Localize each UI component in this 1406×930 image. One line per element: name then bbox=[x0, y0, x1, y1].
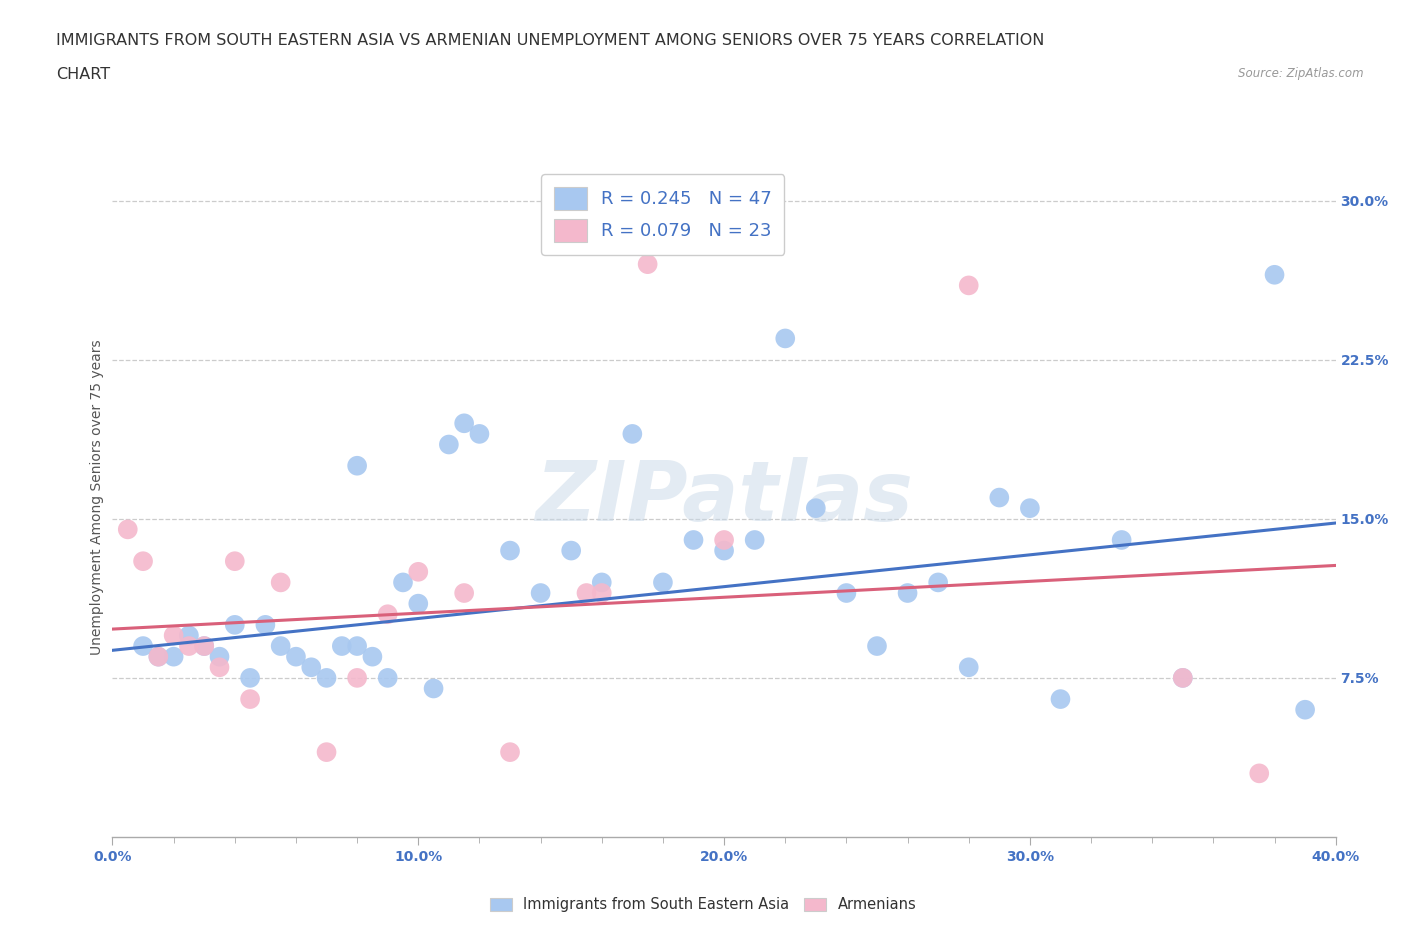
Point bbox=[1249, 766, 1271, 781]
Point bbox=[575, 586, 598, 601]
Point bbox=[499, 543, 522, 558]
Legend: Immigrants from South Eastern Asia, Armenians: Immigrants from South Eastern Asia, Arme… bbox=[484, 891, 922, 918]
Point bbox=[957, 660, 980, 675]
Text: Source: ZipAtlas.com: Source: ZipAtlas.com bbox=[1239, 67, 1364, 80]
Point bbox=[499, 745, 522, 760]
Point bbox=[193, 639, 215, 654]
Point bbox=[224, 618, 246, 632]
Point bbox=[1171, 671, 1194, 685]
Point bbox=[148, 649, 170, 664]
Point bbox=[239, 692, 262, 707]
Point bbox=[591, 586, 613, 601]
Text: CHART: CHART bbox=[56, 67, 110, 82]
Point bbox=[1264, 267, 1286, 282]
Point bbox=[713, 543, 735, 558]
Point bbox=[713, 533, 735, 548]
Point bbox=[239, 671, 262, 685]
Point bbox=[927, 575, 949, 590]
Point bbox=[682, 533, 704, 548]
Point bbox=[224, 553, 246, 568]
Point bbox=[117, 522, 139, 537]
Point bbox=[408, 565, 430, 579]
Y-axis label: Unemployment Among Seniors over 75 years: Unemployment Among Seniors over 75 years bbox=[90, 339, 104, 656]
Point bbox=[422, 681, 444, 696]
Point bbox=[988, 490, 1011, 505]
Point bbox=[132, 639, 155, 654]
Point bbox=[132, 553, 155, 568]
Point bbox=[346, 671, 368, 685]
Point bbox=[270, 639, 292, 654]
Point bbox=[835, 586, 858, 601]
Point bbox=[163, 628, 186, 643]
Point bbox=[637, 257, 659, 272]
Point bbox=[468, 427, 491, 442]
Point bbox=[437, 437, 460, 452]
Point bbox=[361, 649, 384, 664]
Point bbox=[163, 649, 186, 664]
Point bbox=[804, 500, 827, 515]
Point bbox=[299, 660, 322, 675]
Point bbox=[330, 639, 353, 654]
Point bbox=[208, 660, 231, 675]
Point bbox=[1018, 500, 1040, 515]
Point bbox=[1049, 692, 1071, 707]
Legend: R = 0.245   N = 47, R = 0.079   N = 23: R = 0.245 N = 47, R = 0.079 N = 23 bbox=[541, 174, 785, 255]
Point bbox=[315, 671, 337, 685]
Point bbox=[1111, 533, 1133, 548]
Point bbox=[652, 575, 675, 590]
Point bbox=[591, 575, 613, 590]
Point bbox=[897, 586, 920, 601]
Point bbox=[775, 331, 797, 346]
Point bbox=[392, 575, 415, 590]
Point bbox=[148, 649, 170, 664]
Point bbox=[177, 628, 200, 643]
Point bbox=[621, 427, 644, 442]
Text: ZIPatlas: ZIPatlas bbox=[536, 457, 912, 538]
Text: IMMIGRANTS FROM SOUTH EASTERN ASIA VS ARMENIAN UNEMPLOYMENT AMONG SENIORS OVER 7: IMMIGRANTS FROM SOUTH EASTERN ASIA VS AR… bbox=[56, 33, 1045, 47]
Point bbox=[453, 586, 475, 601]
Point bbox=[208, 649, 231, 664]
Point bbox=[560, 543, 582, 558]
Point bbox=[177, 639, 200, 654]
Point bbox=[377, 671, 399, 685]
Point bbox=[270, 575, 292, 590]
Point bbox=[453, 416, 475, 431]
Point bbox=[254, 618, 277, 632]
Point bbox=[346, 639, 368, 654]
Point bbox=[315, 745, 337, 760]
Point bbox=[377, 606, 399, 621]
Point bbox=[1294, 702, 1316, 717]
Point bbox=[346, 458, 368, 473]
Point bbox=[193, 639, 215, 654]
Point bbox=[284, 649, 308, 664]
Point bbox=[408, 596, 430, 611]
Point bbox=[1171, 671, 1194, 685]
Point bbox=[957, 278, 980, 293]
Point bbox=[744, 533, 766, 548]
Point bbox=[866, 639, 889, 654]
Point bbox=[530, 586, 553, 601]
